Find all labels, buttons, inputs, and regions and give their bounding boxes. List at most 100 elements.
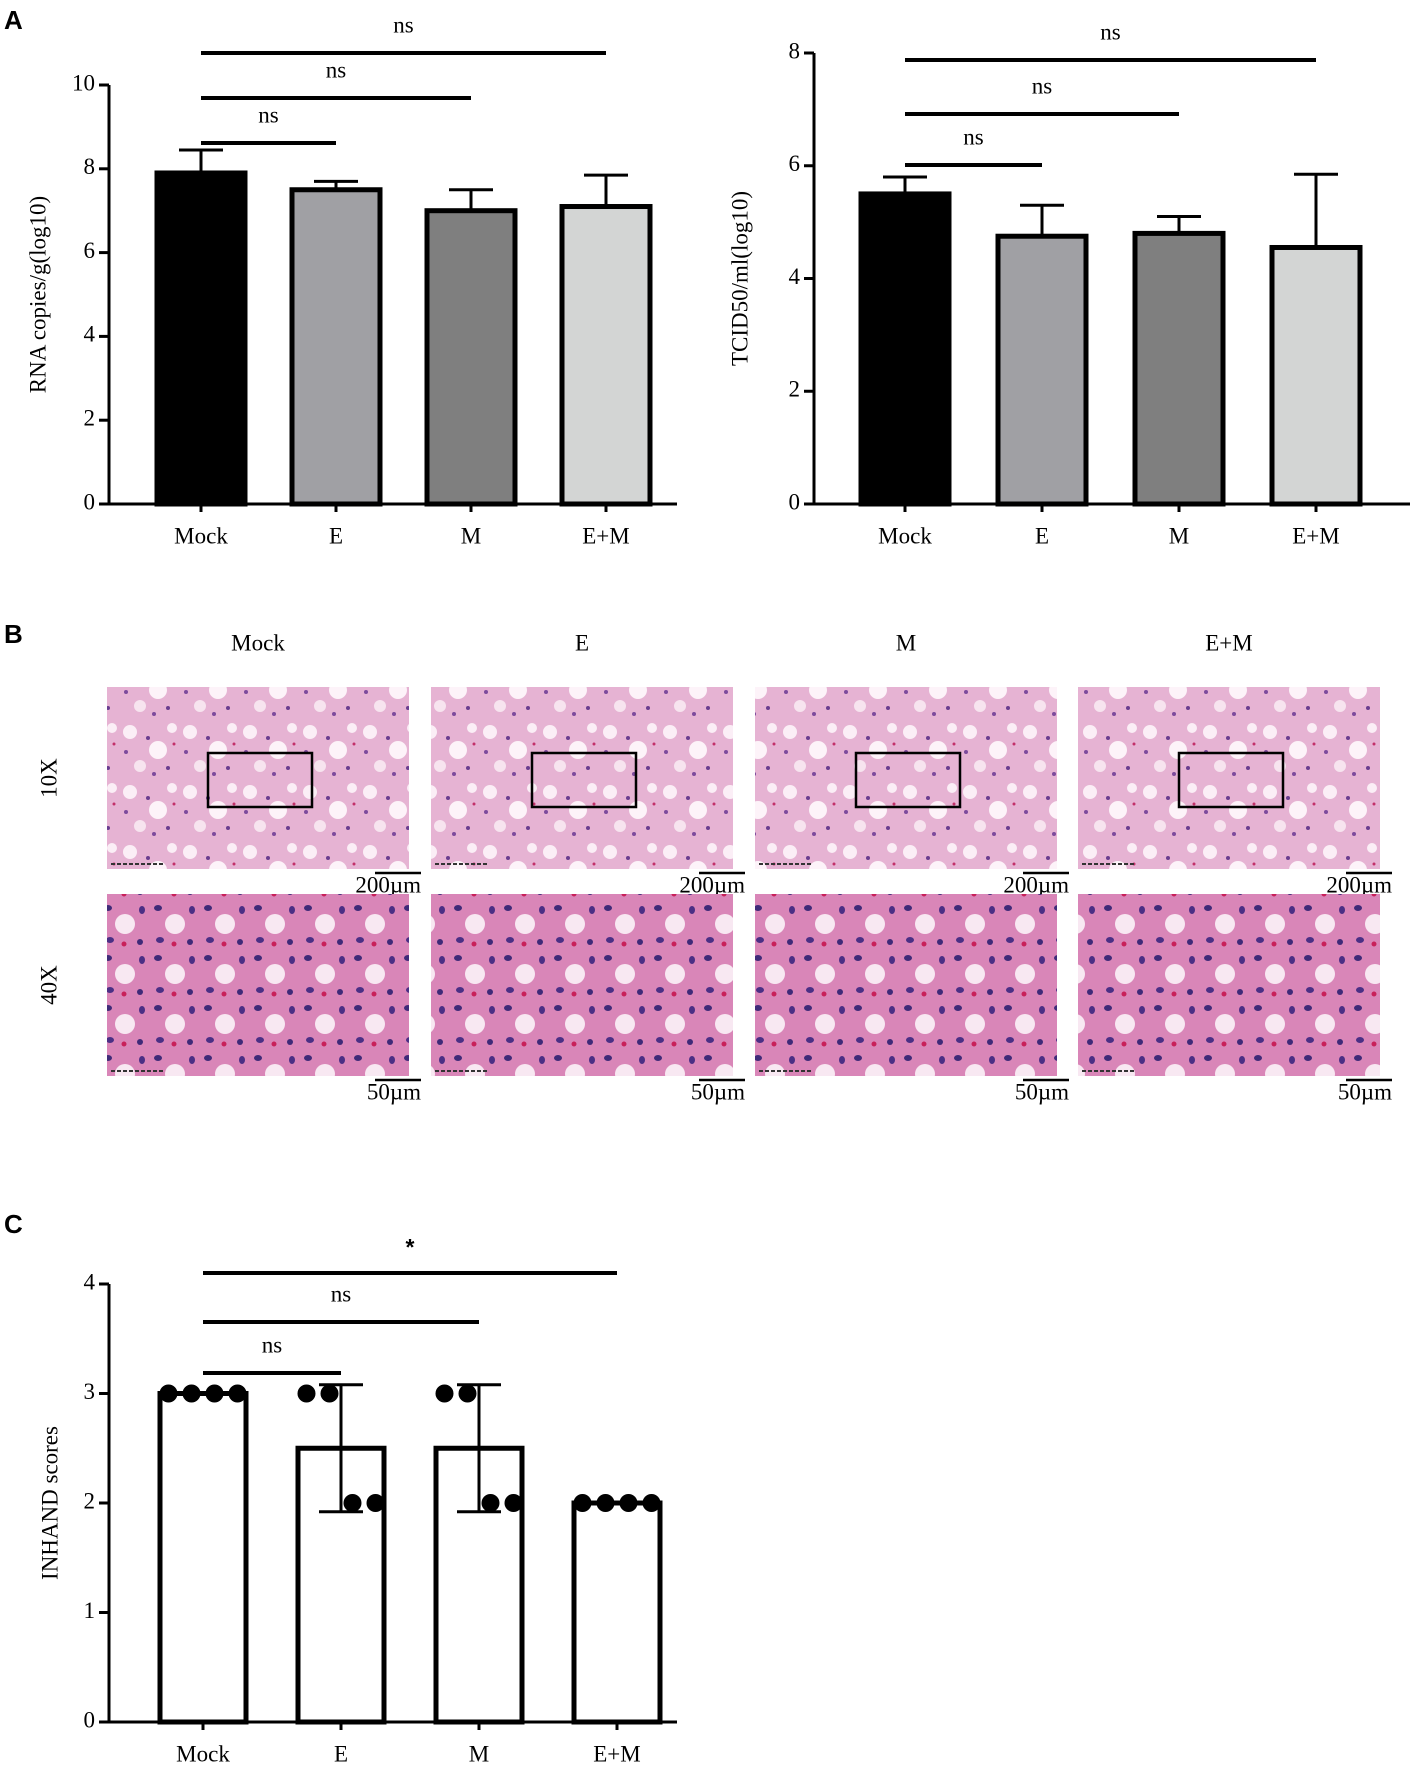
data-point	[182, 1384, 201, 1403]
significance-label: ns	[331, 1281, 352, 1306]
panel-label: B	[4, 619, 23, 649]
bar	[289, 187, 383, 507]
significance-label: *	[406, 1234, 415, 1260]
y-tick-label: 4	[84, 1269, 96, 1294]
bar	[157, 1391, 249, 1725]
micrograph	[1078, 687, 1380, 869]
error-bar	[584, 173, 628, 207]
error-bar	[883, 175, 927, 194]
panel-label: C	[4, 1209, 23, 1239]
error-bar	[179, 148, 223, 173]
data-point	[642, 1494, 661, 1512]
y-tick-label: 6	[789, 151, 801, 176]
significance-label: ns	[258, 102, 279, 127]
micrograph	[755, 894, 1057, 1076]
y-tick-label: 2	[84, 405, 96, 430]
data-point	[159, 1384, 178, 1403]
significance-label: ns	[1100, 19, 1121, 44]
x-tick-label: M	[1169, 523, 1189, 548]
y-tick-label: 10	[72, 70, 95, 95]
bar	[1269, 244, 1363, 507]
error-bar	[1294, 172, 1338, 248]
error-bar	[457, 1383, 501, 1514]
data-point	[228, 1384, 247, 1403]
data-point	[297, 1384, 316, 1403]
bar	[995, 233, 1089, 507]
y-tick-label: 0	[84, 489, 96, 514]
bar	[858, 191, 952, 507]
y-tick-label: 8	[789, 38, 801, 63]
bar	[559, 204, 653, 507]
x-tick-label: Mock	[174, 523, 228, 548]
x-tick-label: M	[461, 523, 481, 548]
bar	[571, 1500, 663, 1725]
y-tick-label: 8	[84, 154, 96, 179]
micrograph	[107, 687, 409, 869]
magnification-label: 10X	[36, 758, 61, 798]
bar	[424, 208, 518, 507]
panel-label: A	[4, 5, 23, 35]
x-tick-label: E	[329, 523, 343, 548]
micrograph	[431, 687, 733, 869]
scale-label: 200µm	[1003, 872, 1069, 897]
error-bar	[449, 188, 493, 211]
scale-label: 200µm	[355, 872, 421, 897]
bar	[1132, 230, 1226, 507]
data-point	[458, 1384, 477, 1403]
significance-label: ns	[963, 124, 984, 149]
bar	[154, 170, 248, 507]
y-axis-label: TCID50/ml(log10)	[727, 191, 752, 366]
data-point	[481, 1494, 500, 1512]
significance-label: ns	[1032, 73, 1053, 98]
data-point	[504, 1494, 523, 1512]
error-bar	[1020, 203, 1064, 237]
significance-label: ns	[262, 1332, 283, 1357]
y-tick-label: 0	[789, 489, 801, 514]
micrograph	[107, 894, 409, 1076]
group-label: E+M	[1205, 630, 1252, 655]
data-point	[573, 1494, 592, 1512]
y-tick-label: 1	[84, 1598, 96, 1623]
micrograph	[431, 894, 733, 1076]
inset-box	[1177, 751, 1285, 809]
x-tick-label: Mock	[176, 1741, 230, 1766]
y-axis-label: RNA copies/g(log10)	[25, 196, 50, 393]
x-tick-label: Mock	[878, 523, 932, 548]
group-label: M	[896, 630, 916, 655]
x-tick-label: E	[334, 1741, 348, 1766]
y-tick-label: 4	[789, 264, 801, 289]
y-axis-label: INHAND scores	[37, 1426, 62, 1580]
error-bar	[1157, 214, 1201, 234]
error-bar	[319, 1383, 363, 1514]
inset-box	[206, 751, 314, 809]
group-label: Mock	[231, 630, 285, 655]
group-label: E	[575, 630, 589, 655]
inset-box	[854, 751, 962, 809]
scale-label: 200µm	[679, 872, 745, 897]
x-tick-label: E+M	[593, 1741, 640, 1766]
y-tick-label: 3	[84, 1379, 96, 1404]
data-point	[435, 1384, 454, 1403]
y-tick-label: 2	[84, 1488, 96, 1513]
x-tick-label: E	[1035, 523, 1049, 548]
data-point	[596, 1494, 615, 1512]
data-point	[619, 1494, 638, 1512]
data-point	[343, 1494, 362, 1512]
data-point	[205, 1384, 224, 1403]
scale-label: 50µm	[691, 1079, 745, 1104]
y-tick-label: 6	[84, 238, 96, 263]
x-tick-label: E+M	[582, 523, 629, 548]
y-tick-label: 4	[84, 322, 96, 347]
magnification-label: 40X	[36, 965, 61, 1005]
significance-label: ns	[393, 12, 414, 37]
micrograph	[1078, 894, 1380, 1076]
scale-label: 200µm	[1326, 872, 1392, 897]
y-tick-label: 2	[789, 377, 801, 402]
data-point	[320, 1384, 339, 1403]
x-tick-label: M	[469, 1741, 489, 1766]
scale-label: 50µm	[1015, 1079, 1069, 1104]
x-tick-label: E+M	[1292, 523, 1339, 548]
scale-label: 50µm	[367, 1079, 421, 1104]
inset-box	[530, 751, 638, 809]
